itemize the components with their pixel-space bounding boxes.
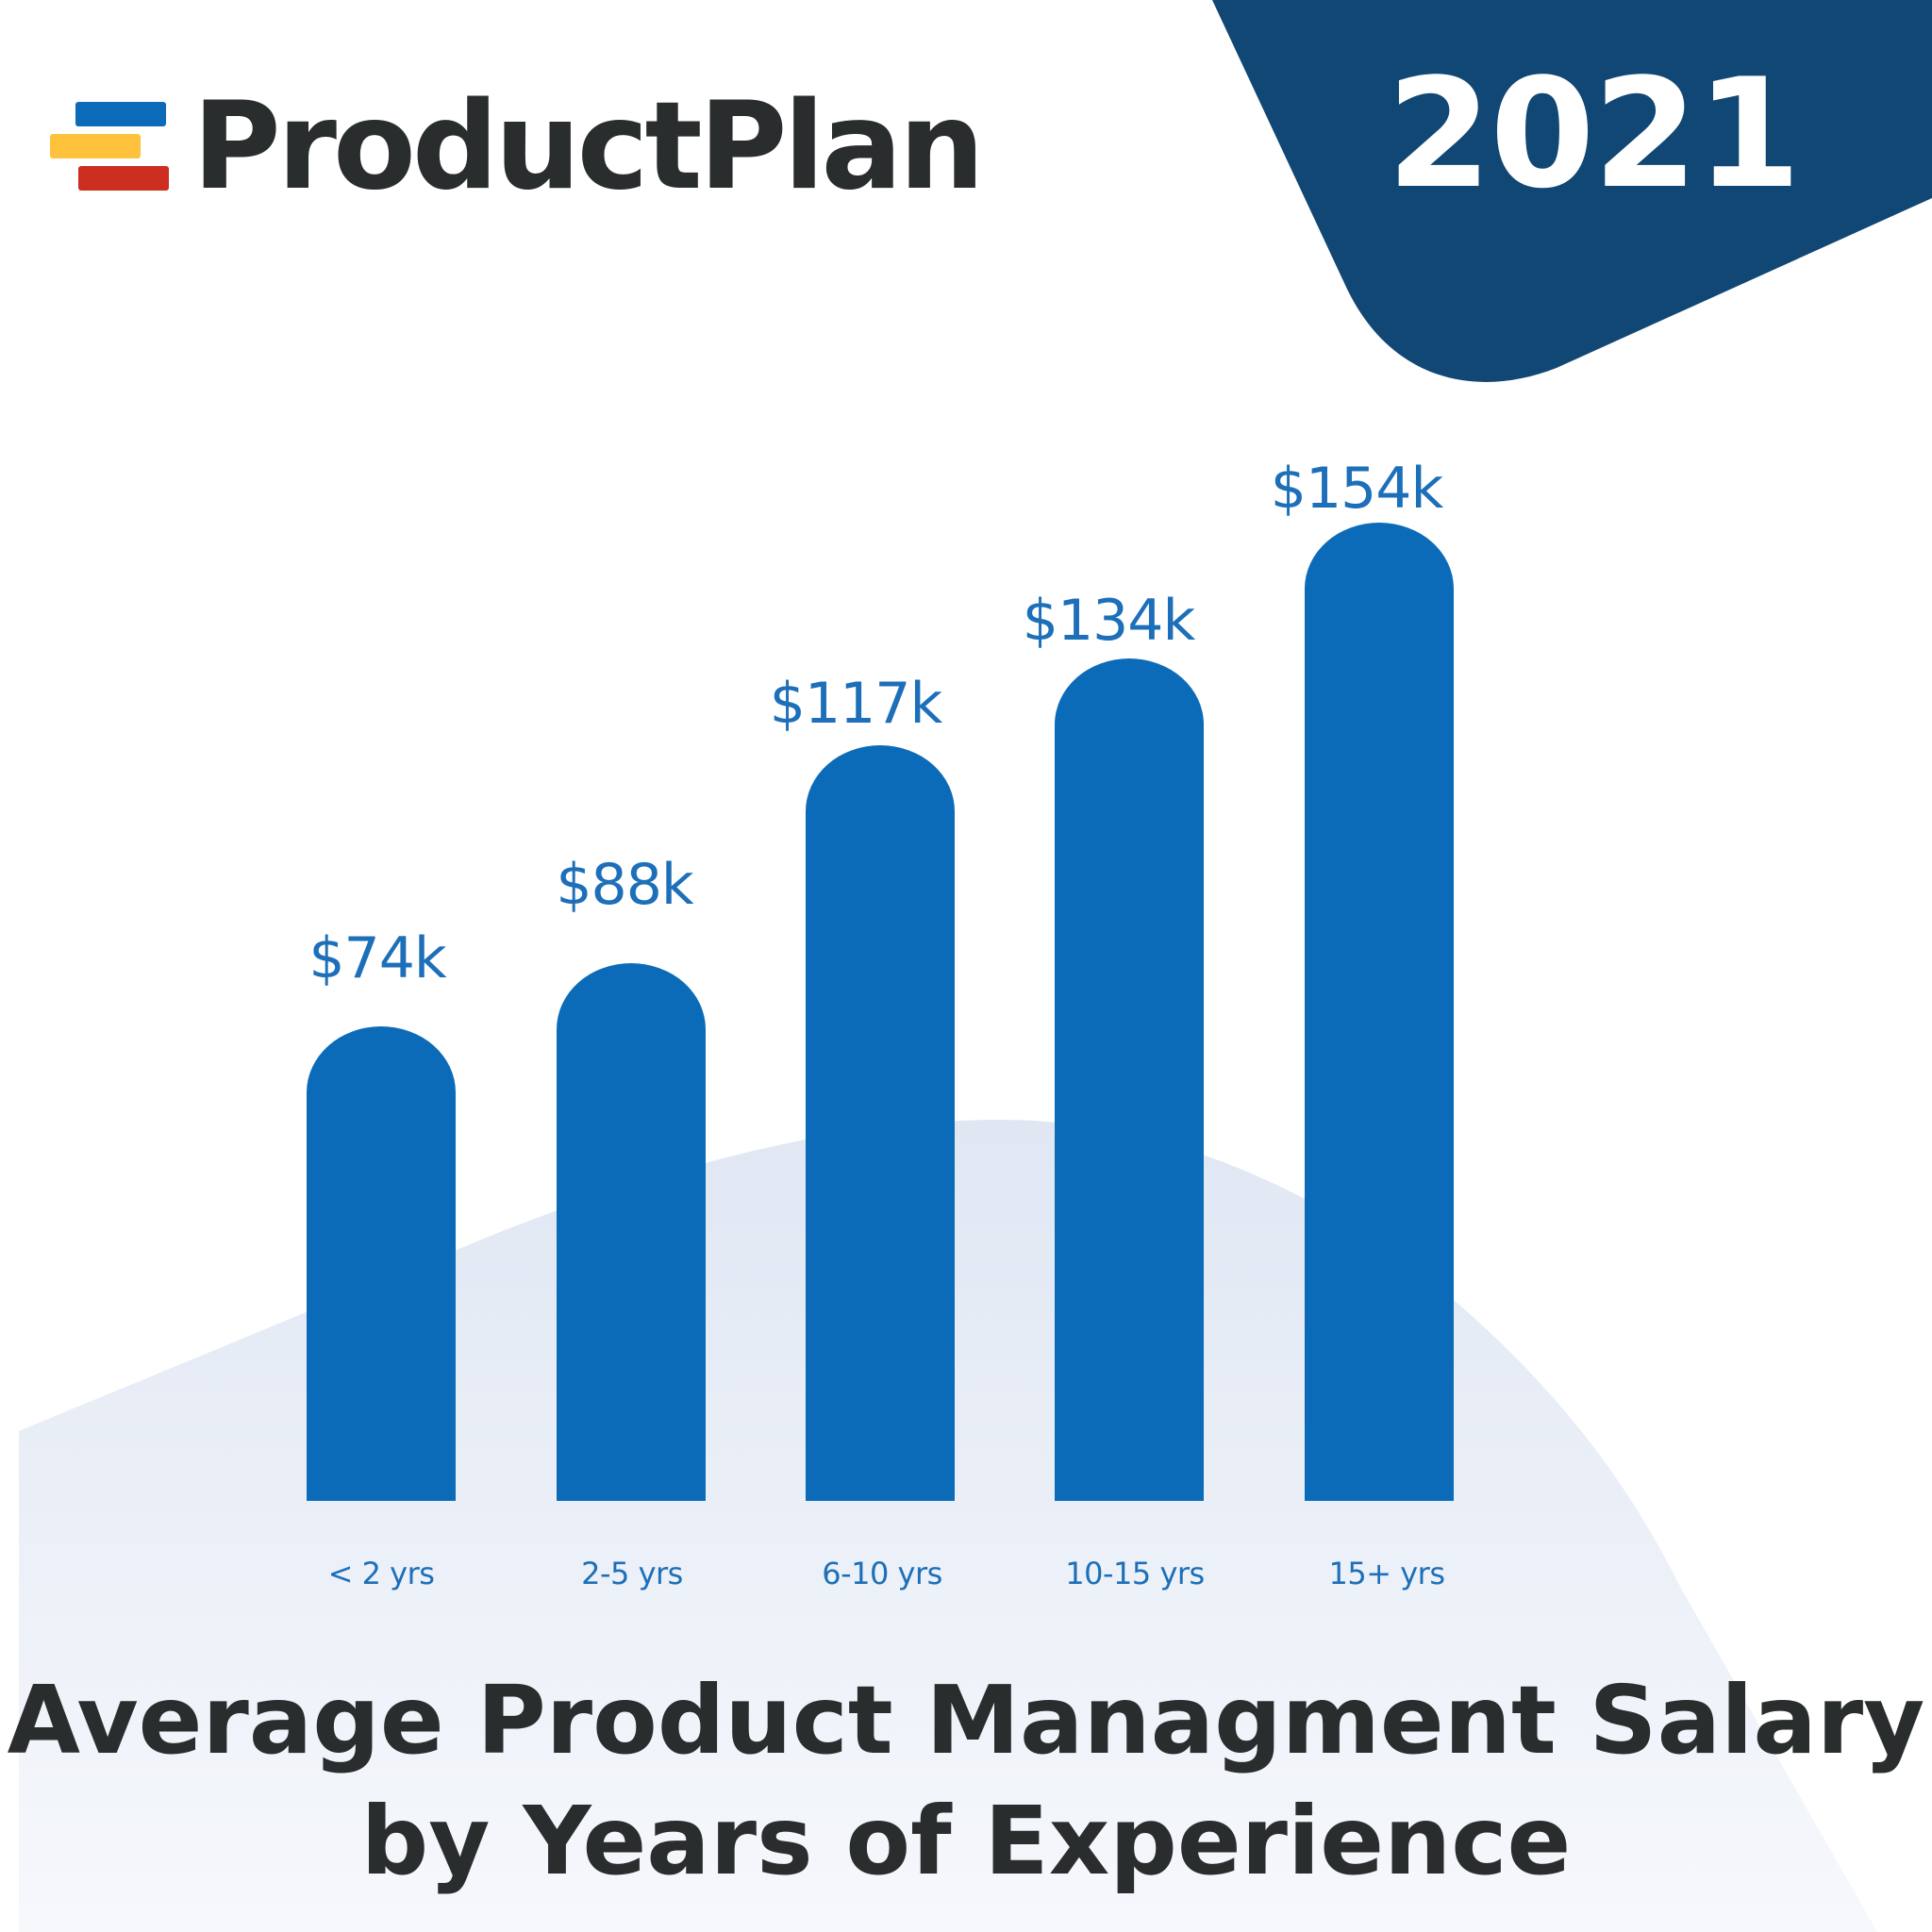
bar-value-label: $134k — [1022, 588, 1195, 654]
bar-lt-2-yrs — [307, 1026, 456, 1501]
logo-bar-yellow — [50, 134, 141, 158]
year-label: 2021 — [1387, 45, 1801, 222]
bar-10-15-yrs — [1055, 658, 1204, 1501]
bar-2-5-yrs — [557, 963, 706, 1501]
bar-6-10-yrs — [806, 745, 955, 1501]
category-label: 15+ yrs — [1328, 1556, 1445, 1591]
category-label: 2-5 yrs — [581, 1556, 683, 1591]
chart-title: Average Product Managment Salary by Year… — [0, 1660, 1932, 1902]
bar-value-label: $74k — [308, 925, 446, 991]
productplan-logo: ProductPlan — [38, 87, 985, 208]
logo-wordmark: ProductPlan — [192, 76, 985, 217]
chart-title-line-2: by Years of Experience — [360, 1786, 1572, 1896]
bar-15-plus-yrs — [1305, 523, 1454, 1501]
bar-value-label: $117k — [769, 671, 942, 737]
logo-bar-blue — [75, 102, 166, 126]
logo-bar-red — [78, 166, 169, 191]
category-label: 10-15 yrs — [1065, 1556, 1205, 1591]
bar-value-label: $88k — [556, 852, 693, 918]
year-badge-shape — [1212, 0, 1932, 382]
category-label: < 2 yrs — [327, 1556, 435, 1591]
bar-value-label: $154k — [1270, 456, 1443, 522]
category-label: 6-10 yrs — [822, 1556, 942, 1591]
chart-title-line-1: Average Product Managment Salary — [7, 1665, 1925, 1775]
